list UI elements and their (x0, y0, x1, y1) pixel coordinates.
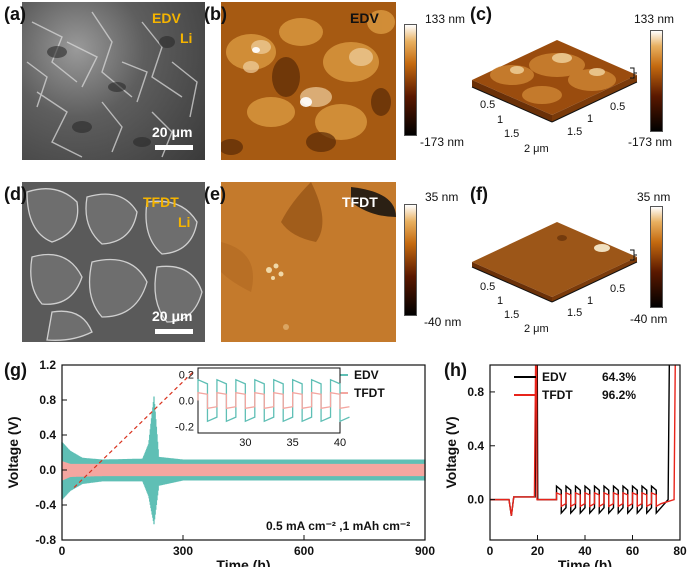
axis-c-left-0: 0.5 (480, 99, 495, 111)
inset-series-tfdt (197, 391, 350, 410)
colorbar-c-min: -173 nm (628, 135, 673, 149)
tag-li: Li (180, 30, 193, 46)
axis-f-left-3: 2 μm (524, 323, 549, 335)
series-tfdt-h (490, 364, 676, 516)
sem-texture (26, 11, 198, 158)
axis-f-right-1: 1 (587, 295, 593, 307)
legend-label-g: TFDT (354, 386, 385, 400)
tag-li-2: Li (178, 214, 191, 230)
axis-c-right-0: 0.5 (610, 101, 625, 113)
tag-edv-afm: EDV (350, 10, 379, 26)
colorbar-f (650, 206, 663, 308)
afm-texture-tfdt (221, 182, 396, 330)
legend-label-g: EDV (354, 368, 379, 382)
scale-bar (155, 145, 193, 150)
ytick-label-h: 0.0 (467, 493, 484, 507)
xtick-label-g: 600 (294, 544, 314, 558)
tag-tfdt-afm: TFDT (342, 194, 378, 210)
xtick-label-h: 80 (673, 544, 687, 558)
legend-label-h: EDV (542, 370, 567, 384)
axis-f-left-1: 1 (497, 295, 503, 307)
xlabel-h: Time (h) (558, 557, 612, 567)
ylabel-g: Voltage (V) (5, 416, 21, 488)
inset-xtick-label: 40 (334, 437, 346, 449)
ytick-label-h: 0.8 (467, 385, 484, 399)
colorbar-e-min: -40 nm (424, 315, 462, 329)
inset-xtick-label: 35 (287, 437, 299, 449)
axis-c-right-2: 1.5 (567, 126, 582, 138)
axis-c-left-3: 2 μm (524, 143, 549, 155)
legend-value-h: 64.3% (602, 370, 636, 384)
afm-image-edv (221, 2, 396, 160)
xtick-label-h: 0 (487, 544, 494, 558)
ytick-label-g: 0.8 (39, 393, 56, 407)
ytick-label-g: 1.2 (39, 358, 56, 372)
colorbar-f-max: 35 nm (637, 190, 671, 204)
ytick-label-g: -0.4 (35, 498, 56, 512)
colorbar-b (404, 24, 417, 136)
ytick-label-g: 0.4 (39, 428, 56, 442)
panel-label-e: (e) (204, 184, 226, 204)
inset-frame-g (197, 367, 341, 434)
panel-label-b: (b) (204, 4, 227, 24)
xtick-label-h: 40 (578, 544, 592, 558)
afm-image-tfdt (221, 182, 396, 342)
axis-c-left-1: 1 (497, 114, 503, 126)
colorbar-e (404, 204, 417, 316)
colorbar-f-min: -40 nm (630, 312, 668, 326)
axis-f-left-2: 1.5 (504, 309, 519, 321)
inset-ytick-label: -0.2 (175, 422, 194, 434)
panel-label-a: (a) (4, 4, 26, 24)
axis-c-right-1: 1 (587, 113, 593, 125)
chart-h-voltage-time: 0.0 0.4 0.8 0 20 40 60 80 Time (h) Voltage (V) EDV… (443, 364, 687, 567)
inset-ytick-label: 0.2 (179, 370, 194, 382)
colorbar-b-max: 133 nm (425, 12, 466, 26)
ytick-label-g: -0.8 (35, 533, 56, 547)
ytick-label-h: 0.4 (467, 439, 484, 453)
sem-texture-tfdt (26, 188, 203, 341)
panel-label-h: (h) (444, 360, 467, 380)
sem-image-edv (22, 2, 205, 160)
scale-bar-label: 20 μm (152, 124, 193, 140)
afm-3d-tfdt: 0.5 1 1.5 2 μm 0.5 1 1.5 (471, 222, 638, 335)
xlabel-g: Time (h) (216, 557, 270, 567)
xtick-label-g: 300 (173, 544, 193, 558)
ytick-label-g: 0.0 (39, 463, 56, 477)
ylabel-h: Voltage (V) (443, 416, 459, 488)
scale-bar-label-d: 20 μm (152, 308, 193, 324)
legend-value-h: 96.2% (602, 388, 636, 402)
afm-texture-edv (221, 10, 395, 155)
xtick-label-g: 900 (415, 544, 435, 558)
afm-3d-edv: 0.5 1 1.5 2 μm 0.5 1 1.5 (471, 40, 638, 155)
panel-label-f: (f) (470, 184, 488, 204)
tag-tfdt: TFDT (143, 194, 179, 210)
axis-c-left-2: 1.5 (504, 128, 519, 140)
panel-label-d: (d) (4, 184, 27, 204)
axis-f-right-0: 0.5 (610, 283, 625, 295)
xtick-label-h: 60 (626, 544, 640, 558)
sem-image-tfdt (22, 182, 205, 342)
colorbar-e-max: 35 nm (425, 190, 459, 204)
xtick-label-g: 0 (59, 544, 66, 558)
panel-label-g: (g) (4, 360, 27, 380)
chart-g-voltage-time: -0.8 -0.4 0.0 0.4 0.8 1.2 0 300 600 900 Time (h) Vo… (5, 358, 435, 567)
legend-label-h: TFDT (542, 388, 573, 402)
axis-f-left-0: 0.5 (480, 281, 495, 293)
inset-xtick-label: 30 (239, 437, 251, 449)
xtick-label-h: 20 (531, 544, 545, 558)
panel-label-c: (c) (470, 4, 492, 24)
inset-ytick-label: 0.0 (179, 396, 194, 408)
axis-f-right-2: 1.5 (567, 307, 582, 319)
colorbar-c-max: 133 nm (634, 12, 675, 26)
colorbar-c (650, 30, 663, 132)
colorbar-b-min: -173 nm (420, 135, 465, 149)
plot-frame-h (489, 364, 681, 541)
plot-frame-g (61, 364, 426, 541)
annotation-g: 0.5 mA cm⁻² ,1 mAh cm⁻² (266, 519, 410, 533)
scale-bar-d (155, 329, 193, 334)
tag-edv: EDV (152, 10, 181, 26)
